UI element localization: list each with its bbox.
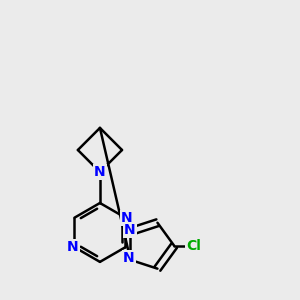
Text: N: N bbox=[121, 211, 133, 225]
Text: N: N bbox=[123, 251, 135, 266]
Text: Cl: Cl bbox=[186, 239, 201, 253]
Text: N: N bbox=[124, 223, 136, 237]
Text: N: N bbox=[94, 165, 106, 179]
Text: N: N bbox=[67, 240, 79, 254]
